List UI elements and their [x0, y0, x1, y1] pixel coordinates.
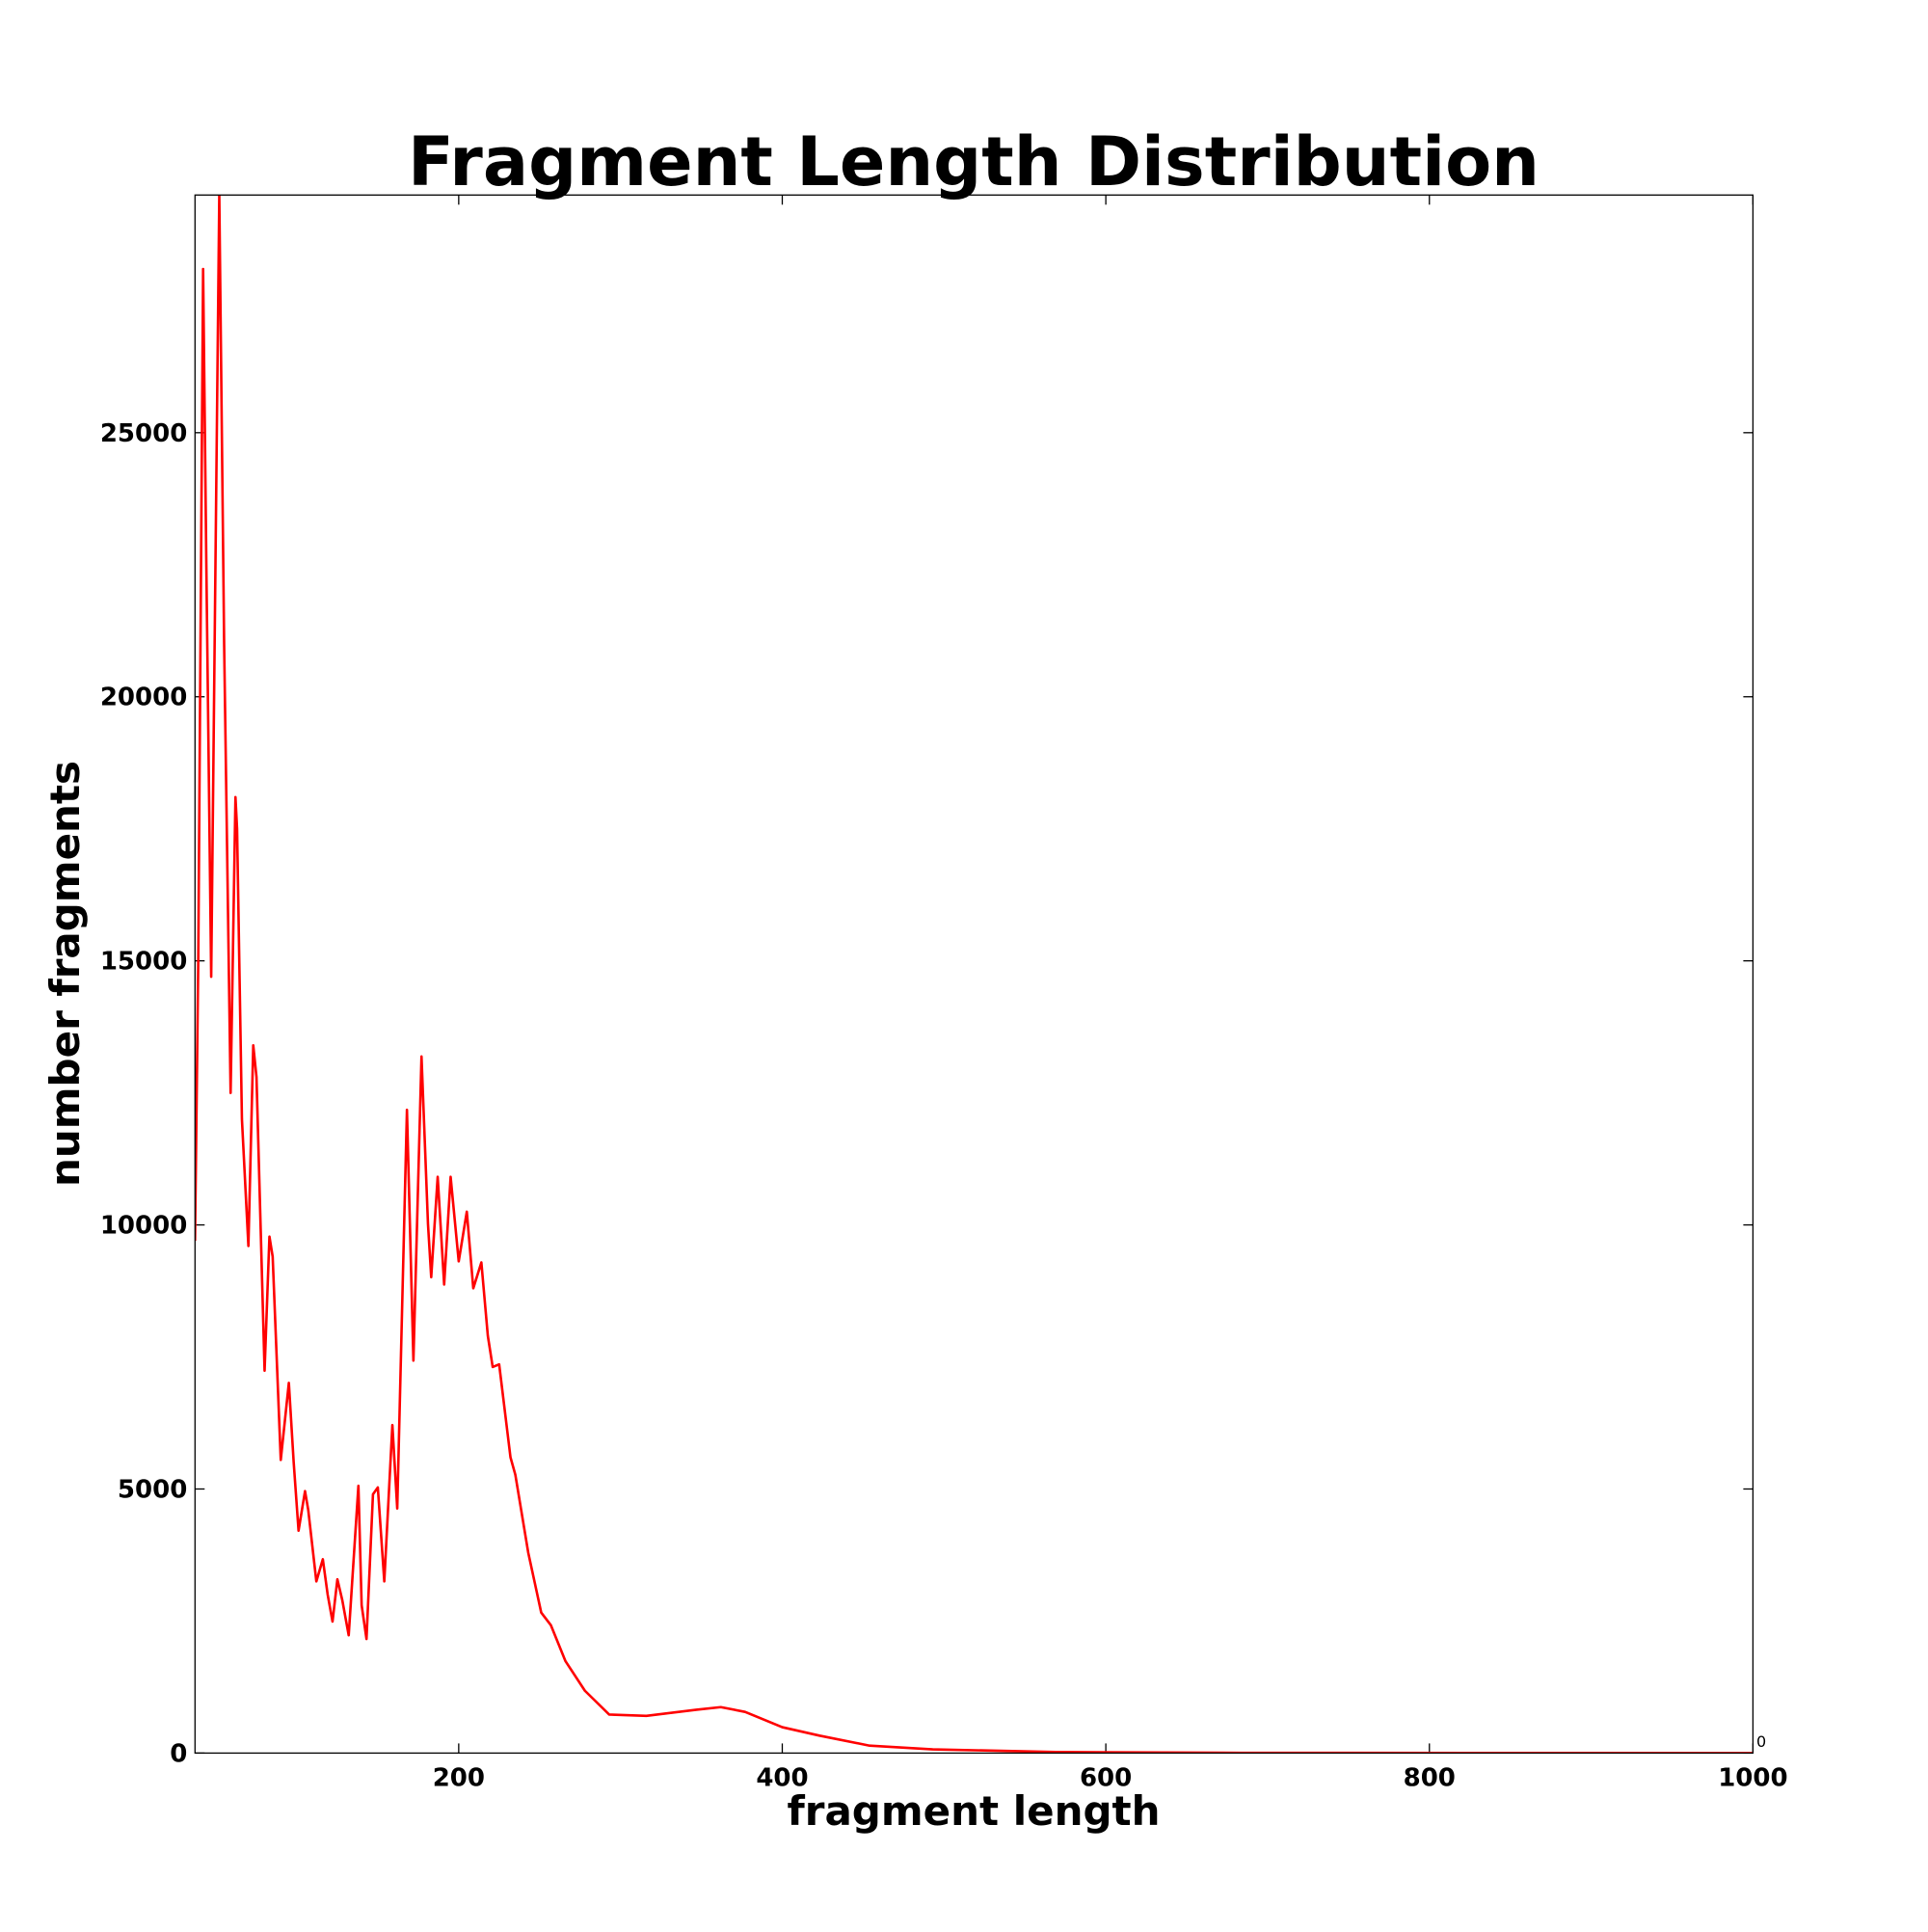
- plot-frame: [194, 194, 1754, 1755]
- x-axis-label: fragment length: [787, 1787, 1160, 1835]
- x-tick-label: 200: [433, 1763, 485, 1792]
- x-tick-label: 400: [756, 1763, 808, 1792]
- y-tick-label: 20000: [100, 684, 187, 712]
- chart-title: Fragment Length Distribution: [408, 122, 1540, 201]
- annotation: 0: [1756, 1732, 1766, 1751]
- y-axis-label: number fragments: [41, 761, 89, 1187]
- x-tick-label: 1000: [1718, 1763, 1787, 1792]
- x-tick-label: 600: [1080, 1763, 1132, 1792]
- y-tick-label: 15000: [100, 948, 187, 977]
- data-line: [195, 195, 1754, 1754]
- y-tick-label: 25000: [100, 419, 187, 448]
- x-tick-label: 800: [1404, 1763, 1456, 1792]
- y-tick-label: 10000: [100, 1212, 187, 1241]
- y-tick-label: 5000: [118, 1475, 187, 1504]
- y-tick-label: 0: [170, 1739, 187, 1768]
